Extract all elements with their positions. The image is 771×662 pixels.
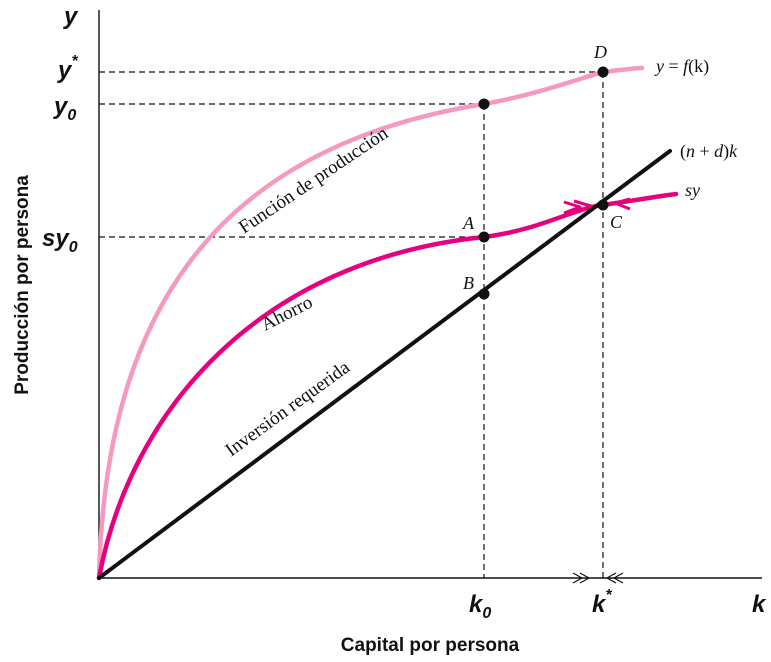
saving-curve (96, 191, 679, 581)
y0-tick-label: y0 (53, 93, 76, 124)
saving-equation: sy (685, 180, 700, 200)
sy0-tick-label: sy0 (42, 225, 78, 256)
k0-tick-label: k0 (469, 591, 491, 622)
kstar-tick-label: k* (592, 587, 612, 618)
convergence-arrow-right (613, 197, 631, 211)
convergence-arrow-left (573, 199, 593, 215)
point-y0-dot (478, 98, 490, 110)
point-c-dot (597, 199, 609, 211)
required-investment-line (97, 149, 672, 580)
y-axis-title: Producción por persona (12, 175, 33, 395)
investment-label: Inversión requerida (222, 357, 355, 461)
y-axis-label: y (63, 3, 79, 30)
point-a-dot (478, 231, 490, 243)
point-d-label: D (593, 42, 607, 62)
convergence-arrow-left-inner (563, 200, 582, 215)
point-c-label: C (610, 212, 623, 232)
x-axis-title: Capital por persona (341, 635, 520, 656)
investment-equation: (n + d)k (680, 141, 738, 162)
production-function-label: Función de producción (235, 122, 392, 238)
production-equation: y = f(k) (654, 56, 709, 77)
ystar-tick-label: y* (57, 53, 78, 84)
point-d-dot (597, 66, 609, 78)
point-a-label: A (462, 213, 475, 233)
point-b-label: B (463, 273, 474, 293)
k-axis-label: k (752, 591, 767, 618)
k-axis-arrow-left (605, 572, 624, 584)
point-b-dot (478, 288, 490, 300)
k-axis-arrow-right (572, 572, 591, 584)
saving-label: Ahorro (258, 292, 316, 336)
